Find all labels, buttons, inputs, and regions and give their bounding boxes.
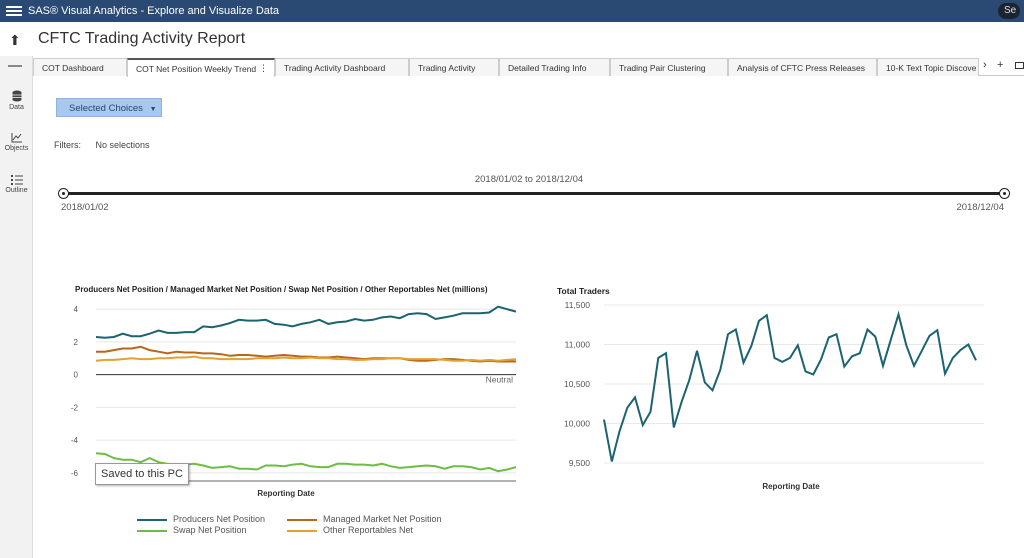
app-title: SAS® Visual Analytics - Explore and Visu… [28,5,280,17]
legend-item-producers[interactable]: Producers Net Position [137,514,265,524]
y-tick-label: 11,500 [565,300,591,310]
tab-analysis-of-cftc-press-releases[interactable]: Analysis of CFTC Press Releases [728,58,877,76]
left-pane-outline-label: Outline [5,187,28,194]
legend-swatch [287,518,317,521]
legend-label: Other Reportables Net [323,525,414,535]
list-icon [10,175,23,185]
left-pane-data-label: Data [9,104,24,111]
upload-arrow-icon[interactable]: ⬆ [9,32,21,48]
legend-item-managed-market[interactable]: Managed Market Net Position [287,514,442,524]
y-tick-label: -4 [71,436,79,445]
left-pane-data[interactable]: Data [0,90,33,111]
y-tick-label: 0 [74,371,79,380]
range-start-label: 2018/01/02 [61,202,109,213]
report-tabs: COT Dashboard COT Net Position Weekly Tr… [33,56,1024,77]
range-end-handle[interactable] [999,188,1010,199]
tab-trading-activity-dashboard[interactable]: Trading Activity Dashboard [275,58,409,76]
tab-label: Trading Activity Dashboard [284,63,386,73]
tab-label: Analysis of CFTC Press Releases [737,63,866,73]
date-range-slider[interactable] [58,188,1010,199]
device-preview-icon[interactable] [1015,62,1024,70]
tab-label: Trading Pair Clustering [619,63,706,73]
reference-line-label: Neutral [486,375,514,385]
database-icon [12,90,21,102]
app-titlebar: SAS® Visual Analytics - Explore and Visu… [0,0,1024,22]
tab-label: COT Dashboard [42,63,104,73]
chart-line-icon [11,133,22,143]
left-pane-outline[interactable]: Outline [0,174,33,194]
y-tick-label: 10,000 [564,419,590,429]
legend-label: Producers Net Position [173,514,266,524]
legend-label: Managed Market Net Position [323,514,442,524]
search-field[interactable]: Se [998,3,1020,19]
tab-trading-pair-clustering[interactable]: Trading Pair Clustering [610,58,728,76]
y-tick-label: 2 [74,338,79,347]
tab-label: Trading Activity [418,63,476,73]
legend-swatch [137,518,167,521]
left-pane-objects-label: Objects [4,145,29,152]
legend-item-swap[interactable]: Swap Net Position [137,525,247,535]
range-end-label: 2018/12/04 [956,202,1004,213]
selected-choices-label: Selected Choices [69,103,143,114]
hamburger-menu-icon[interactable] [6,4,22,18]
tab-cot-dashboard[interactable]: COT Dashboard [33,58,127,76]
y-tick-label: 10,500 [564,379,590,389]
range-start-handle[interactable] [58,188,69,199]
left-pane: Data Objects Outline [0,56,33,558]
dropdown-caret-icon: ▼ [149,106,157,113]
tab-detailed-trading-info[interactable]: Detailed Trading Info [499,58,610,76]
legend-item-other-reportables[interactable]: Other Reportables Net [287,525,413,535]
legend-label: Swap Net Position [173,525,247,535]
filters-value: No selections [95,140,150,150]
saved-tooltip: Saved to this PC [95,463,189,485]
legend-swatch [287,529,317,532]
total-traders-chart-svg: 11,500 11,000 10,500 10,000 9,500 Reporting D… [564,300,984,491]
selected-choices-button[interactable]: Selected Choices ▼ [56,98,162,117]
left-pane-objects[interactable]: Objects [0,132,33,152]
total-traders-chart[interactable]: 11,500 11,000 10,500 10,000 9,500 Reporting D… [549,295,989,495]
y-tick-label: 4 [74,305,79,314]
net-position-chart-title: Producers Net Position / Managed Market … [75,285,488,294]
total-traders-chart-title: Total Traders [557,286,610,296]
tab-10k-text-topic-discovery[interactable]: 10-K Text Topic Discove [877,58,979,76]
series-line-3 [95,355,517,362]
tab-options-icon[interactable]: ⋮ [259,63,268,73]
report-title: CFTC Trading Activity Report [38,30,246,47]
net-position-legend: Producers Net Position Managed Market Ne… [137,514,477,538]
series-line-0 [95,305,517,339]
report-canvas: Selected Choices ▼ Filters: No selection… [34,77,1024,558]
filters-label: Filters: [54,140,81,150]
date-range-label: 2018/01/02 to 2018/12/04 [474,174,584,185]
report-header: ⬆ CFTC Trading Activity Report [0,22,1024,56]
tab-trading-activity[interactable]: Trading Activity [409,58,499,76]
tab-label: COT Net Position Weekly Trend [136,64,257,74]
x-axis-label: Reporting Date [257,489,315,498]
tab-cot-net-position-weekly-trend[interactable]: COT Net Position Weekly Trend ⋮ [127,58,275,77]
tab-label: 10-K Text Topic Discove [886,63,977,73]
y-tick-label: -2 [71,403,79,412]
series-line-total-traders [603,310,977,462]
y-tick-label: 9,500 [569,458,591,468]
legend-swatch [137,529,167,532]
add-page-icon[interactable]: + [997,59,1004,71]
tab-scroll-right-icon[interactable]: › [983,59,987,71]
y-tick-label: 11,000 [565,339,591,349]
y-tick-label: -6 [71,469,79,478]
collapse-pane-icon[interactable] [8,65,22,67]
tab-label: Detailed Trading Info [508,63,587,73]
x-axis-label: Reporting Date [762,482,820,491]
filters-line: Filters: No selections [54,140,150,150]
